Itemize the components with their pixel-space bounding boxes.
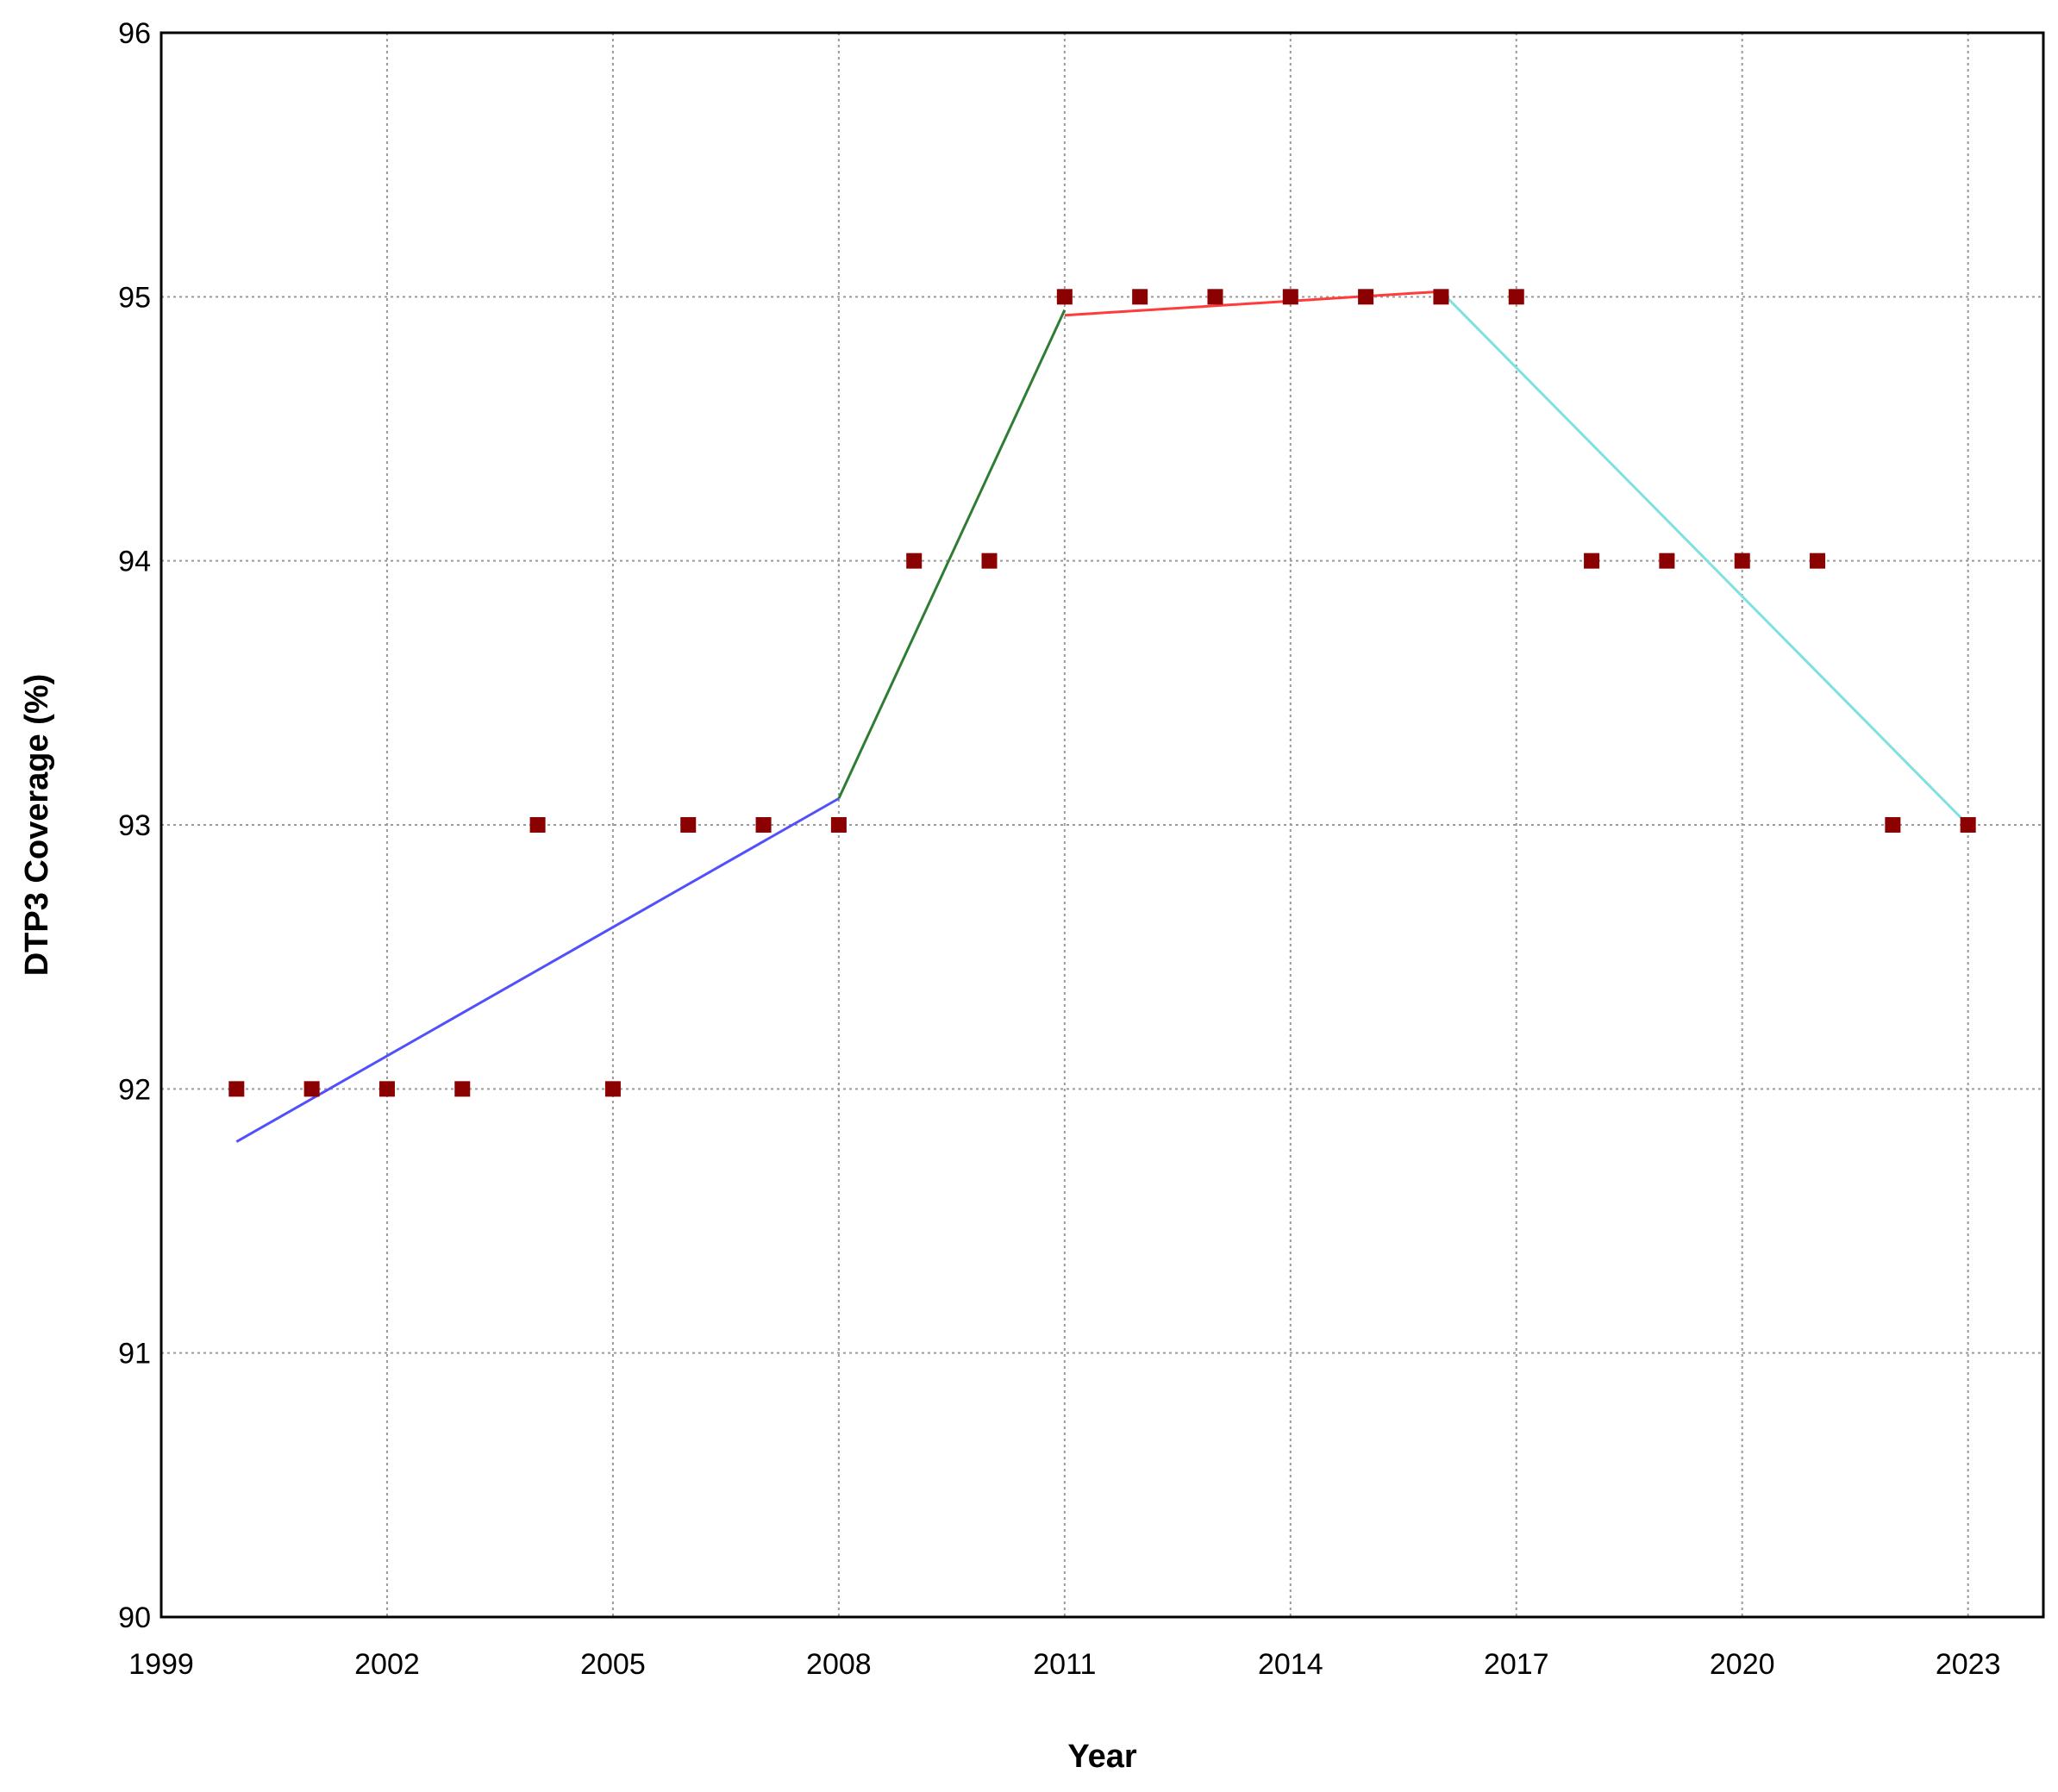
- data-point: [303, 1081, 320, 1097]
- trend-lines: [235, 290, 1969, 1143]
- data-point: [228, 1081, 245, 1097]
- x-tick-label: 2017: [1484, 1648, 1549, 1681]
- x-tick-label: 2014: [1258, 1648, 1323, 1681]
- x-tick-label: 1999: [128, 1648, 194, 1681]
- x-tick-label: 2002: [354, 1648, 420, 1681]
- data-point: [1734, 553, 1750, 569]
- data-point: [1056, 289, 1073, 305]
- data-points: [228, 289, 1976, 1097]
- data-point: [454, 1081, 471, 1097]
- x-tick-label: 2005: [580, 1648, 646, 1681]
- x-axis-title: Year: [1067, 1739, 1137, 1775]
- tick-labels: 1999 2002 2005 2008 2011 2014 2017 2020 2023 90 91…: [118, 17, 2000, 1681]
- x-tick-label: 2020: [1710, 1648, 1775, 1681]
- y-tick-label: 92: [118, 1073, 151, 1106]
- data-point: [1960, 817, 1976, 833]
- data-point: [830, 817, 847, 833]
- data-point: [1584, 553, 1600, 569]
- data-point: [680, 817, 697, 833]
- y-tick-label: 90: [118, 1602, 151, 1634]
- y-tick-label: 95: [118, 281, 151, 314]
- data-point: [1508, 289, 1524, 305]
- data-point: [604, 1081, 621, 1097]
- trend-segment: [837, 309, 1067, 799]
- data-point: [1659, 553, 1675, 569]
- x-tick-label: 2023: [1936, 1648, 2001, 1681]
- data-point: [1433, 289, 1449, 305]
- data-point: [906, 553, 923, 569]
- y-tick-label: 96: [118, 17, 151, 50]
- data-point: [1207, 289, 1223, 305]
- y-tick-label: 93: [118, 809, 151, 842]
- plot-frame: [160, 31, 2045, 1619]
- x-tick-label: 2008: [806, 1648, 872, 1681]
- data-point: [1885, 817, 1901, 833]
- data-point: [529, 817, 546, 833]
- data-point: [1810, 553, 1826, 569]
- data-point: [1282, 289, 1298, 305]
- trend-segment: [235, 797, 840, 1143]
- y-tick-label: 91: [118, 1338, 151, 1371]
- y-axis-title: DTP3 Coverage (%): [19, 674, 55, 977]
- data-point: [755, 817, 772, 833]
- x-tick-label: 2011: [1033, 1648, 1096, 1681]
- trend-segment: [1064, 290, 1442, 317]
- data-point: [1358, 289, 1374, 305]
- trend-segment: [1440, 290, 1969, 827]
- data-point: [1132, 289, 1148, 305]
- data-point: [378, 1081, 395, 1097]
- data-point: [981, 553, 998, 569]
- y-tick-label: 94: [118, 546, 151, 578]
